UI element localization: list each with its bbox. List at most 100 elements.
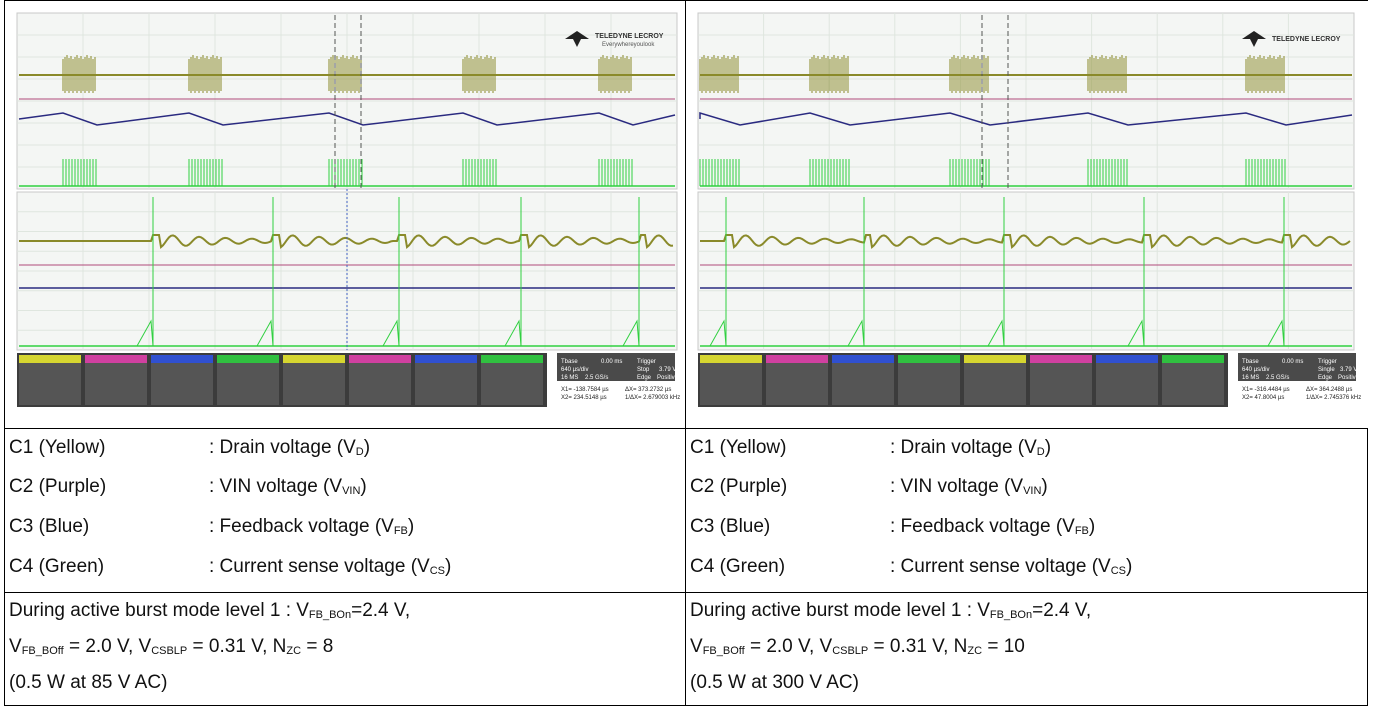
cursor-x1-readout: X1= -316.4484 µs: [1242, 387, 1290, 393]
c4-ramp: [847, 319, 865, 347]
c4-ramp: [136, 319, 154, 347]
channel-tab: [700, 355, 762, 363]
left-scope-svg: TELEDYNE LECROY Everywhereyoulook Tbase 0…: [5, 1, 685, 428]
channel-readout: [151, 363, 213, 405]
c4-ramp: [622, 319, 640, 347]
channel-readout: [217, 363, 279, 405]
c3-trace: [699, 111, 1353, 126]
cursor-dx-readout: ΔX= 364.2488 µs: [1306, 387, 1352, 393]
legend-c1: C1 (Yellow): Drain voltage (VD): [690, 437, 1052, 458]
channel-tab: [481, 355, 543, 363]
cursor-x2-readout: X2= 47.8004 µs: [1242, 395, 1284, 401]
timebase-box: [557, 353, 675, 381]
channel-tab: [415, 355, 477, 363]
tbase-label: Tbase: [561, 359, 578, 365]
tbase-value: 0.00 ms: [601, 359, 622, 365]
tbase-value: 0.00 ms: [1282, 359, 1303, 365]
channel-readout: [19, 363, 81, 405]
run-state: Single: [1318, 367, 1335, 373]
channel-readout: [1162, 363, 1224, 405]
channel-tab: [85, 355, 147, 363]
lecroy-logo: TELEDYNE LECROY Everywhereyoulook: [565, 31, 664, 48]
channel-tab: [151, 355, 213, 363]
note-line-2: VFB_BOff = 2.0 V, VCSBLP = 0.31 V, NZC =…: [690, 636, 1025, 657]
trigger-label: Trigger: [1318, 359, 1337, 365]
channel-readout: [283, 363, 345, 405]
channel-readout: [964, 363, 1026, 405]
channel-readout: [481, 363, 543, 405]
trigger-slope: Positive: [657, 375, 679, 381]
channel-readout: [1096, 363, 1158, 405]
channel-tab: [898, 355, 960, 363]
timebase-box: [1238, 353, 1356, 381]
memory-size: 16 MS: [561, 375, 578, 381]
left-scope-screenshot: TELEDYNE LECROY Everywhereyoulook Tbase 0…: [5, 1, 685, 428]
note-line-1: During active burst mode level 1 : VFB_B…: [9, 600, 411, 621]
right-legend: C1 (Yellow): Drain voltage (VD) C2 (Purp…: [686, 429, 1368, 592]
channel-tab: [832, 355, 894, 363]
legend-c1: C1 (Yellow): Drain voltage (VD): [9, 437, 371, 458]
memory-size: 16 MS: [1242, 375, 1259, 381]
channel-tab: [283, 355, 345, 363]
channel-tab: [19, 355, 81, 363]
channel-tab: [1096, 355, 1158, 363]
note-line-3: (0.5 W at 85 V AC): [9, 672, 168, 693]
legend-c4: C4 (Green): Current sense voltage (VCS): [690, 556, 1133, 577]
brand-text: TELEDYNE LECROY: [1272, 36, 1341, 43]
c4-ramp: [504, 319, 522, 347]
document-table: TELEDYNE LECROY Everywhereyoulook Tbase 0…: [4, 0, 1368, 706]
legend-c4: C4 (Green): Current sense voltage (VCS): [9, 556, 452, 577]
channel-tab: [349, 355, 411, 363]
cursor-freq-readout: 1/ΔX= 2.745376 kHz: [1306, 395, 1361, 401]
legend-c2: C2 (Purple): VIN voltage (VVIN): [690, 476, 1048, 497]
lecroy-logo: TELEDYNE LECROY: [1242, 31, 1341, 47]
trigger-type: Edge: [1318, 375, 1333, 381]
channel-readout: [766, 363, 828, 405]
channel-readout: [898, 363, 960, 405]
note-line-1: During active burst mode level 1 : VFB_B…: [690, 600, 1092, 621]
left-legend: C1 (Yellow): Drain voltage (VD) C2 (Purp…: [5, 429, 685, 592]
c4-ramp: [382, 319, 400, 347]
channel-readout: [85, 363, 147, 405]
cursor-dx-readout: ΔX= 373.2732 µs: [625, 387, 671, 393]
c4-ramp: [987, 319, 1005, 347]
c4-ramp: [1267, 319, 1285, 347]
legend-c3: C3 (Blue): Feedback voltage (VFB): [690, 516, 1096, 537]
channel-readout: [1030, 363, 1092, 405]
sample-rate: 2.5 GS/s: [1266, 375, 1289, 381]
channel-tab: [217, 355, 279, 363]
note-line-2: VFB_BOff = 2.0 V, VCSBLP = 0.31 V, NZC =…: [9, 636, 334, 657]
c4-ramp: [256, 319, 274, 347]
run-state: Stop: [637, 367, 650, 373]
channel-readout: [415, 363, 477, 405]
row-divider-2: [5, 592, 1367, 593]
note-line-3: (0.5 W at 300 V AC): [690, 672, 859, 693]
tbase-label: Tbase: [1242, 359, 1259, 365]
time-div: 640 µs/div: [561, 367, 588, 373]
channel-tab: [766, 355, 828, 363]
row-divider-1: [5, 428, 1367, 429]
legend-c3: C3 (Blue): Feedback voltage (VFB): [9, 516, 415, 537]
channel-tab: [1030, 355, 1092, 363]
c1-zoom-trace: [19, 234, 674, 249]
left-note: During active burst mode level 1 : VFB_B…: [5, 594, 685, 706]
right-scope-svg: TELEDYNE LECROY Tbase 0.00 ms Trigger 640 µ…: [686, 1, 1368, 428]
cursor-freq-readout: 1/ΔX= 2.679003 kHz: [625, 395, 680, 401]
column-divider: [685, 1, 686, 705]
right-scope-screenshot: TELEDYNE LECROY Tbase 0.00 ms Trigger 640 µ…: [686, 1, 1368, 428]
channel-readout: [700, 363, 762, 405]
trigger-level: 3.79 V: [1340, 367, 1357, 373]
trigger-level: 3.79 V: [659, 367, 676, 373]
trigger-slope: Positive: [1338, 375, 1360, 381]
trigger-label: Trigger: [637, 359, 656, 365]
brand-text: TELEDYNE LECROY: [595, 33, 664, 40]
time-div: 640 µs/div: [1242, 367, 1269, 373]
tagline-text: Everywhereyoulook: [602, 42, 655, 48]
cursor-x2-readout: X2= 234.5148 µs: [561, 395, 607, 401]
channel-readout: [349, 363, 411, 405]
right-note: During active burst mode level 1 : VFB_B…: [686, 594, 1368, 706]
channel-tab: [1162, 355, 1224, 363]
channel-readout: [832, 363, 894, 405]
trigger-type: Edge: [637, 375, 652, 381]
c4-ramp: [709, 319, 727, 347]
